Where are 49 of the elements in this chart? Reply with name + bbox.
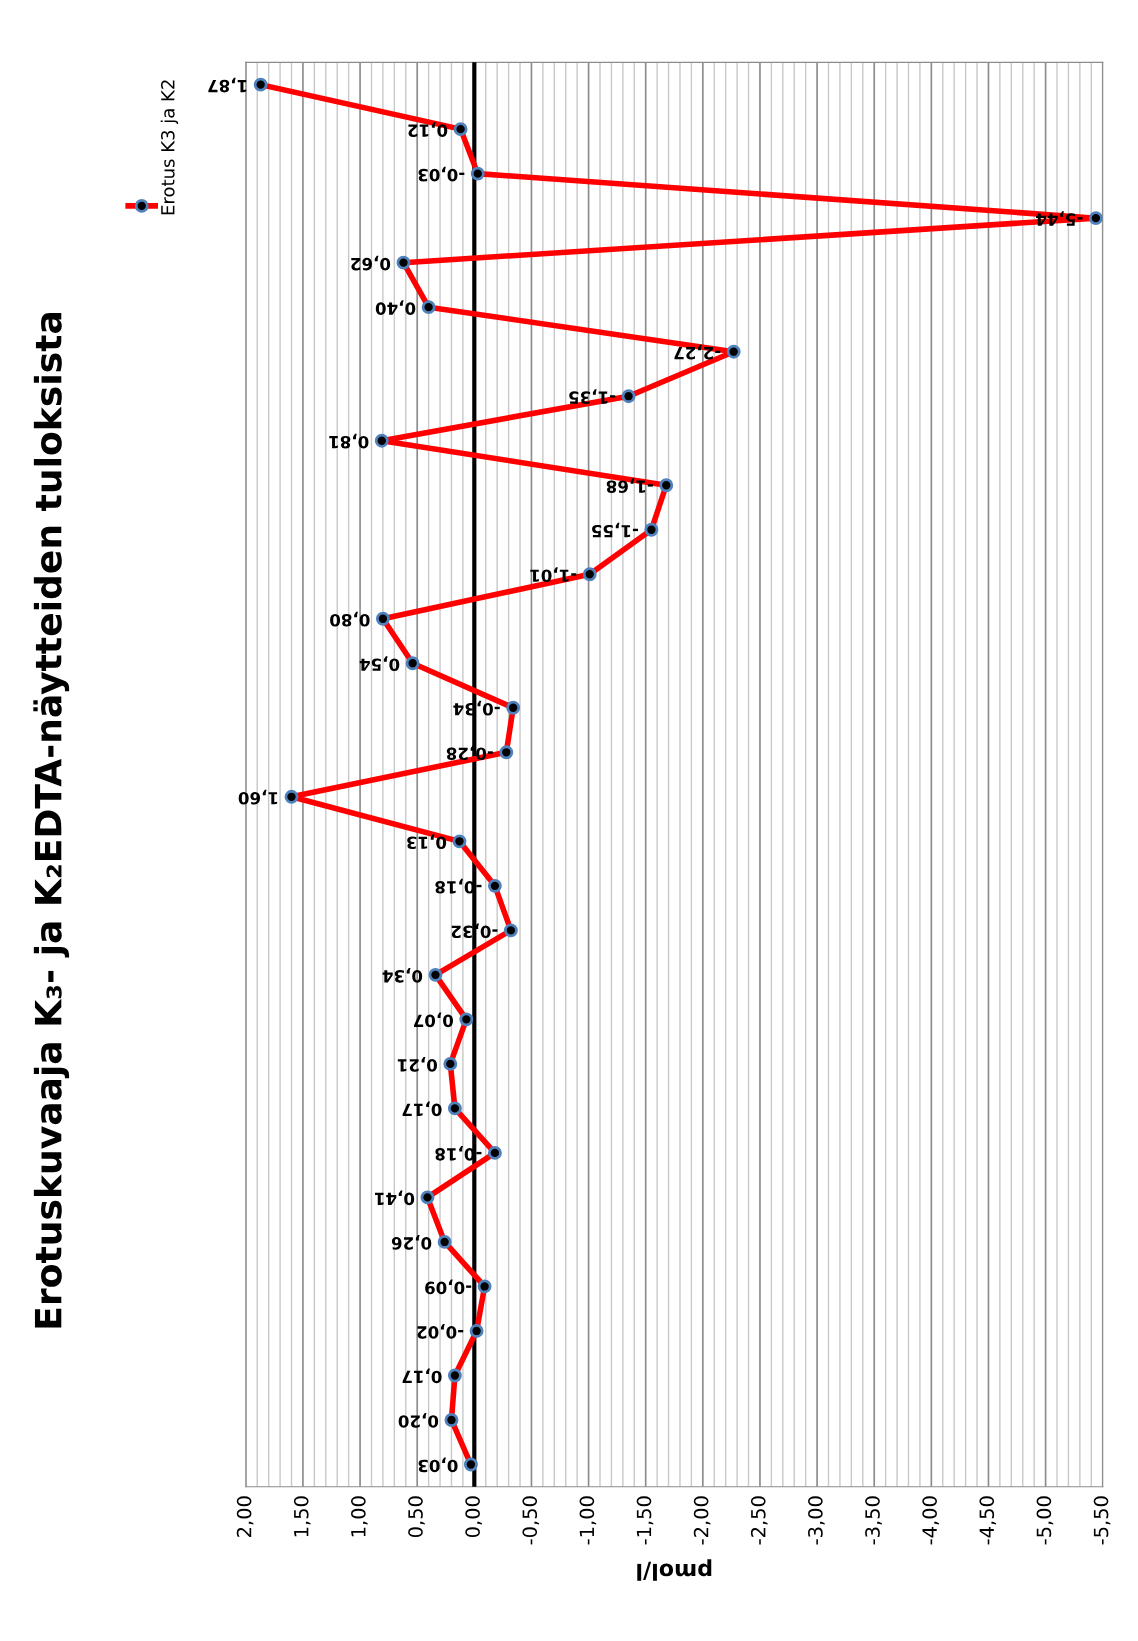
data-label: 0,62 xyxy=(351,255,391,271)
x-tick-label: 0,50 xyxy=(408,1496,425,1538)
x-tick-label: -1,00 xyxy=(579,1496,597,1545)
x-axis-title: pmol/l xyxy=(637,1559,712,1581)
data-label: 0,21 xyxy=(397,1056,438,1072)
x-tick-label: -2,00 xyxy=(693,1496,711,1545)
data-label: -0,02 xyxy=(417,1323,464,1339)
data-label: -1,55 xyxy=(592,522,639,538)
x-tick-label: -0,50 xyxy=(522,1496,540,1545)
x-tick-label: -4,50 xyxy=(979,1496,997,1545)
data-label: -5,44 xyxy=(1036,211,1083,226)
data-label: 0,26 xyxy=(391,1234,432,1250)
data-label: -1,35 xyxy=(569,389,616,404)
data-label: 0,40 xyxy=(375,300,416,315)
data-label: -0,09 xyxy=(425,1279,472,1295)
data-label: 0,07 xyxy=(414,1012,454,1028)
text: Erotus K3 ja K2 xyxy=(160,80,179,215)
data-label: -1,68 xyxy=(606,478,653,493)
data-label: 0,12 xyxy=(408,122,448,137)
data-label: 0,17 xyxy=(402,1101,442,1117)
x-tick-label: -5,50 xyxy=(1093,1496,1111,1545)
x-tick-label: -3,50 xyxy=(865,1496,882,1545)
data-label: 1,60 xyxy=(238,789,278,805)
data-label: 0,17 xyxy=(402,1368,442,1384)
data-label: -2,27 xyxy=(674,344,721,360)
data-label: 0,80 xyxy=(330,611,370,627)
data-label: -0,03 xyxy=(418,166,465,182)
x-tick-label: 1,00 xyxy=(351,1496,368,1537)
data-label: 0,03 xyxy=(418,1457,458,1473)
data-label: 0,81 xyxy=(329,433,369,449)
data-label: 0,20 xyxy=(398,1413,439,1428)
x-tick-label: -2,50 xyxy=(750,1496,768,1545)
x-tick-label: -5,00 xyxy=(1036,1496,1054,1545)
data-label: 0,13 xyxy=(407,834,447,850)
data-label: -0,34 xyxy=(453,700,500,716)
text: Erotuskuvaaja K₃- ja K₂EDTA-näytteiden tuloksista xyxy=(33,313,70,1328)
x-tick-label: -4,00 xyxy=(922,1496,939,1545)
x-tick-label: 2,00 xyxy=(236,1496,254,1537)
data-label: -0,32 xyxy=(451,923,498,939)
data-label: 0,54 xyxy=(359,656,400,672)
x-tick-label: -3,00 xyxy=(808,1496,825,1545)
data-label: 0,34 xyxy=(382,967,423,983)
data-label: -1,01 xyxy=(530,567,577,583)
x-tick-label: -1,50 xyxy=(636,1496,654,1545)
data-label: 1,87 xyxy=(208,77,247,93)
x-tick-label: 0,00 xyxy=(465,1496,482,1538)
data-label: -0,28 xyxy=(446,745,493,761)
data-label: 0,41 xyxy=(375,1190,415,1206)
x-tick-label: 1,50 xyxy=(293,1496,311,1537)
